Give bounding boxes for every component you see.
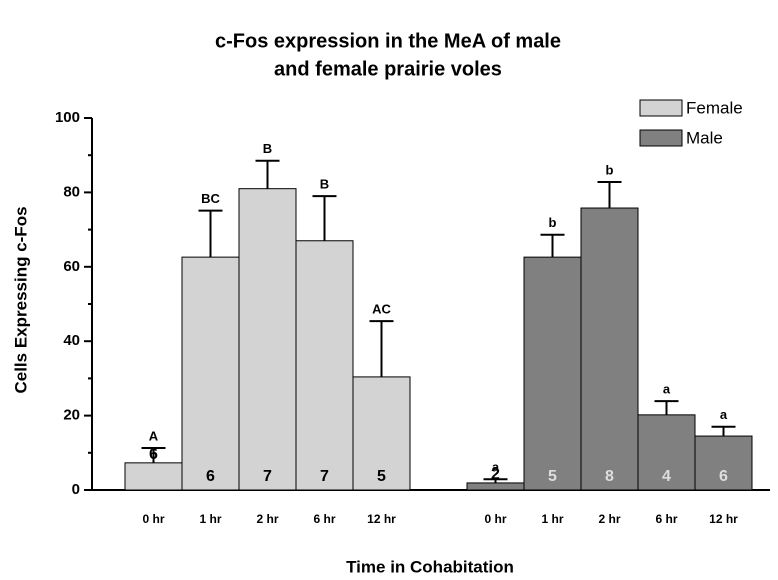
n-label: 4 xyxy=(662,468,671,485)
n-label: 8 xyxy=(605,468,614,485)
x-axis-label: Time in Cohabitation xyxy=(346,557,514,576)
bar xyxy=(466,482,525,491)
bar xyxy=(637,414,696,491)
x-tick-label: 6 hr xyxy=(655,512,677,526)
y-tick-label: 20 xyxy=(63,407,80,424)
n-label: 7 xyxy=(320,468,329,485)
x-tick-label: 12 hr xyxy=(367,512,396,526)
x-tick-label: 2 hr xyxy=(598,512,620,526)
chart-title: and female prairie voles xyxy=(274,58,502,80)
x-tick-label: 12 hr xyxy=(709,512,738,526)
n-label: 2 xyxy=(491,466,500,483)
bar xyxy=(580,207,639,491)
legend-swatch xyxy=(639,129,683,147)
bar xyxy=(181,256,240,491)
group-letter: b xyxy=(549,215,557,230)
y-axis-label: Cells Expressing c-Fos xyxy=(11,206,30,393)
x-tick-label: 1 hr xyxy=(541,512,563,526)
y-tick-label: 100 xyxy=(55,109,80,126)
group-letter: a xyxy=(492,460,500,475)
group-letter: b xyxy=(606,162,614,177)
group-letter: BC xyxy=(201,191,220,206)
bar xyxy=(295,240,354,491)
bar xyxy=(124,462,183,491)
y-tick-label: 40 xyxy=(63,332,80,349)
bar xyxy=(352,376,411,491)
y-tick-label: 60 xyxy=(63,258,80,275)
group-letter: a xyxy=(720,407,728,422)
legend-label: Male xyxy=(686,128,723,147)
n-label: 6 xyxy=(149,446,158,463)
bar xyxy=(238,188,297,491)
legend-swatch xyxy=(639,99,683,117)
x-tick-label: 2 hr xyxy=(256,512,278,526)
x-tick-label: 0 hr xyxy=(484,512,506,526)
y-tick-label: 80 xyxy=(63,183,80,200)
bar xyxy=(523,256,582,491)
x-tick-label: 6 hr xyxy=(313,512,335,526)
x-tick-label: 1 hr xyxy=(199,512,221,526)
y-tick-label: 0 xyxy=(72,481,80,498)
chart-title: c-Fos expression in the MeA of male xyxy=(215,30,561,52)
bar xyxy=(694,435,753,491)
n-label: 5 xyxy=(548,468,557,485)
group-letter: AC xyxy=(372,302,391,317)
group-letter: a xyxy=(663,382,671,397)
group-letter: B xyxy=(320,177,329,192)
n-label: 6 xyxy=(206,468,215,485)
n-label: 7 xyxy=(263,468,272,485)
x-tick-label: 0 hr xyxy=(142,512,164,526)
legend-label: Female xyxy=(686,98,743,117)
group-letter: B xyxy=(263,141,272,156)
n-label: 6 xyxy=(719,468,728,485)
group-letter: A xyxy=(149,428,159,443)
n-label: 5 xyxy=(377,468,386,485)
